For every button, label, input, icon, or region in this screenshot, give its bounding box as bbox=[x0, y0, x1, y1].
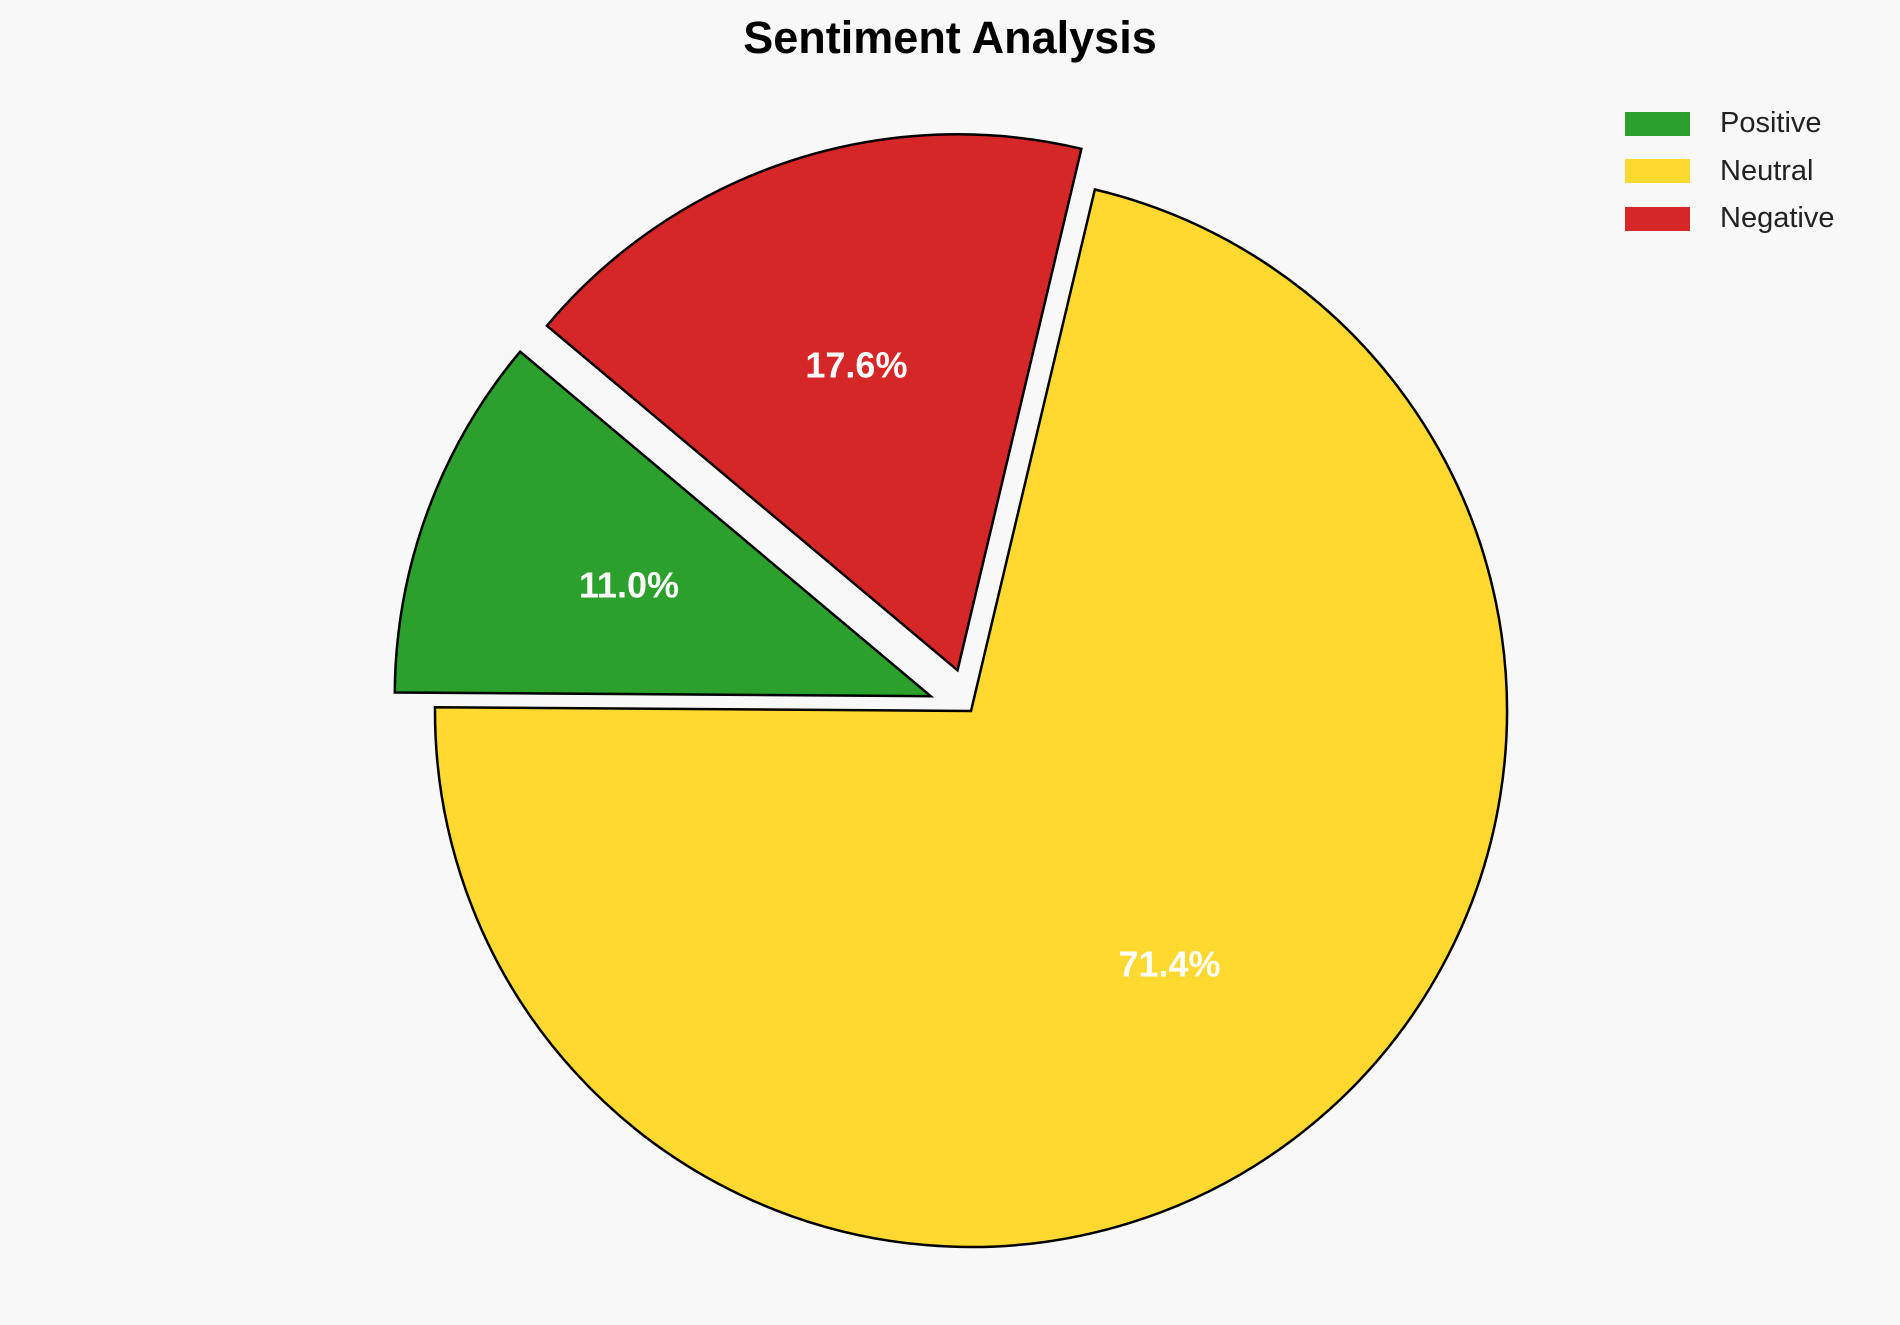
legend-swatch bbox=[1625, 206, 1690, 231]
slice-label-neutral: 71.4% bbox=[1118, 944, 1220, 985]
legend: Positive Neutral Negative bbox=[1625, 100, 1834, 243]
legend-label: Positive bbox=[1720, 107, 1822, 140]
chart-title: Sentiment Analysis bbox=[743, 12, 1157, 63]
pie-slice-negative bbox=[545, 133, 1083, 673]
legend-swatch bbox=[1625, 111, 1690, 136]
pie-slice-positive bbox=[393, 349, 935, 698]
slice-label-negative: 17.6% bbox=[805, 344, 907, 385]
legend-label: Negative bbox=[1720, 202, 1835, 235]
legend-item-negative: Negative bbox=[1625, 195, 1834, 243]
slice-label-positive: 11.0% bbox=[579, 565, 679, 606]
legend-swatch bbox=[1625, 159, 1690, 184]
legend-item-positive: Positive bbox=[1625, 100, 1834, 148]
legend-label: Neutral bbox=[1720, 154, 1814, 187]
pie-slice-neutral bbox=[433, 187, 1509, 1249]
legend-item-neutral: Neutral bbox=[1625, 148, 1834, 196]
